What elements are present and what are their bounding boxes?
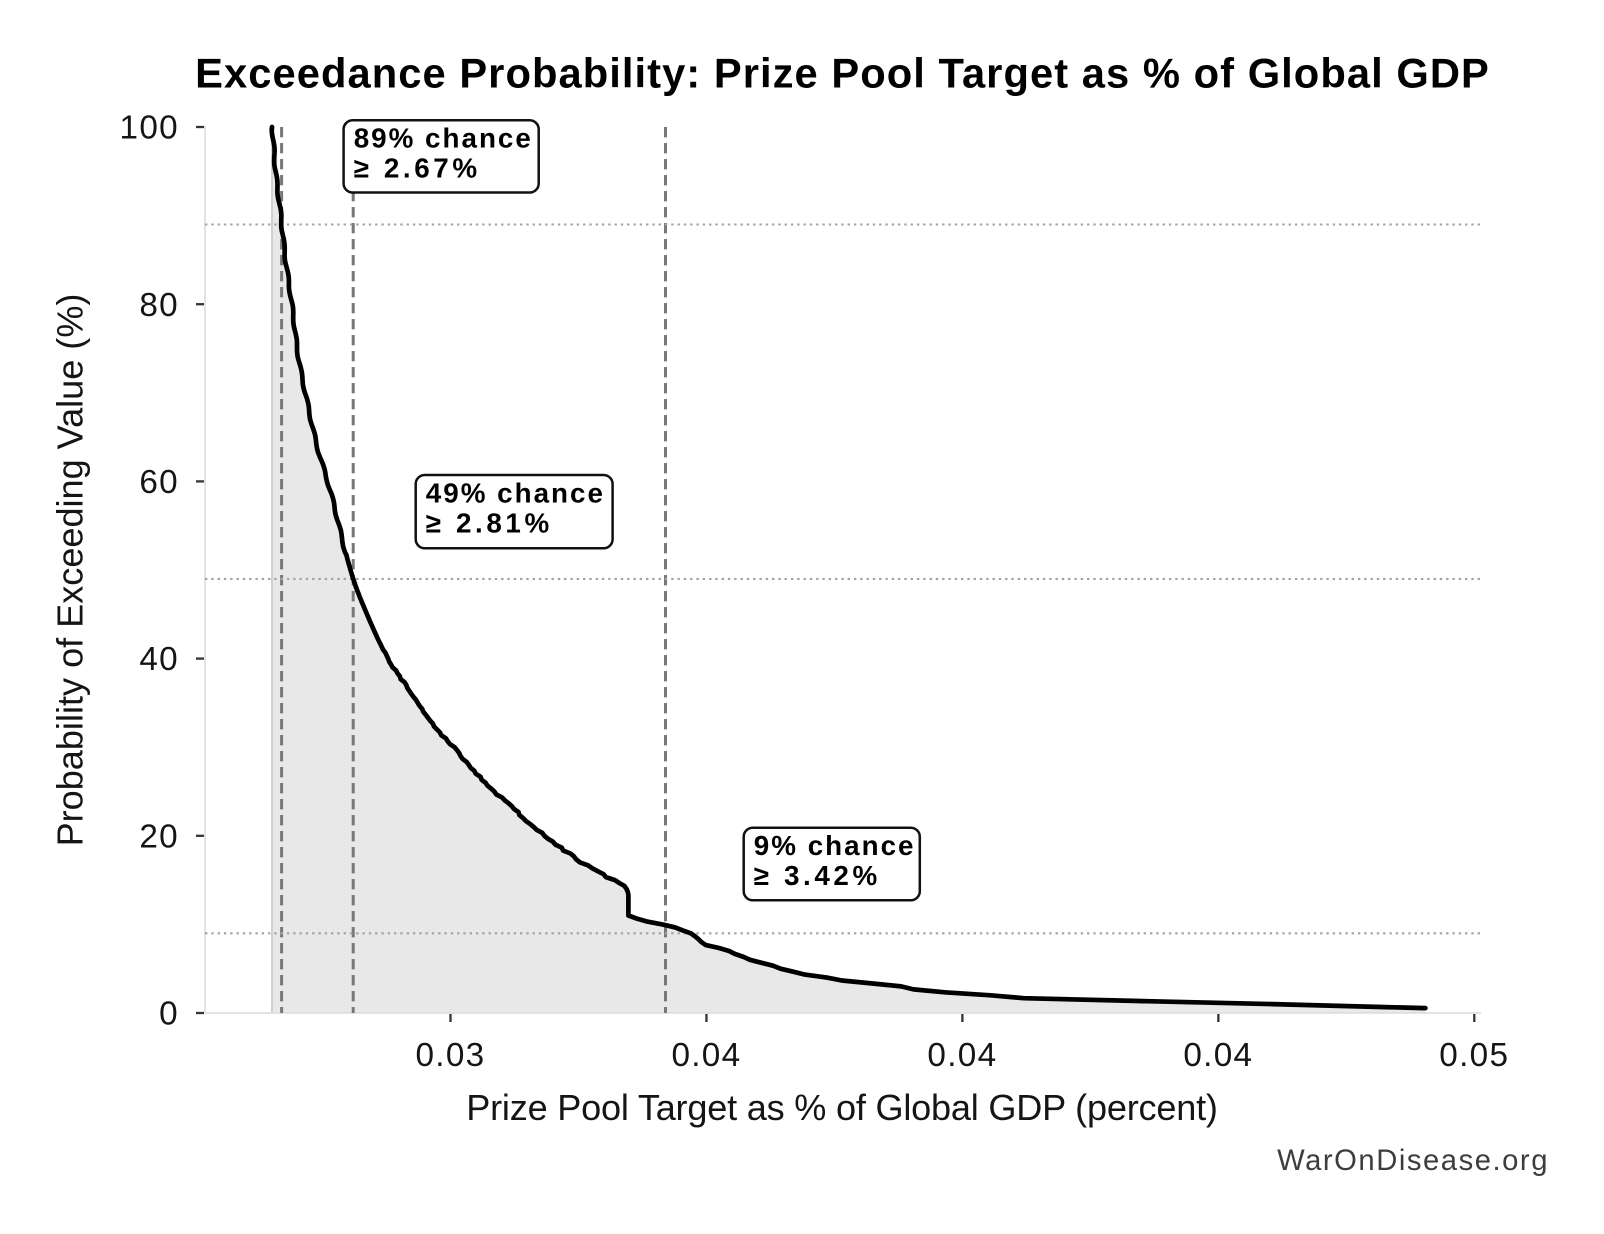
svg-text:WarOnDisease.org: WarOnDisease.org [1277,1145,1549,1177]
svg-text:40: 40 [139,641,179,678]
svg-text:49% chance: 49% chance [426,478,605,509]
svg-text:≥ 2.67%: ≥ 2.67% [354,153,481,184]
svg-text:0.04: 0.04 [1183,1037,1253,1074]
svg-text:0.04: 0.04 [927,1037,997,1074]
svg-text:100: 100 [120,110,179,147]
svg-text:Exceedance Probability: Prize: Exceedance Probability: Prize Pool Targe… [195,50,1490,97]
svg-text:0.05: 0.05 [1439,1037,1509,1074]
svg-text:80: 80 [139,287,179,324]
svg-text:0.03: 0.03 [415,1037,485,1074]
svg-text:Probability of Exceeding Value: Probability of Exceeding Value (%) [50,294,91,847]
svg-text:20: 20 [139,818,179,855]
svg-text:89% chance: 89% chance [354,123,533,154]
svg-text:0.04: 0.04 [671,1037,741,1074]
svg-text:9% chance: 9% chance [754,830,916,861]
svg-text:60: 60 [139,464,179,501]
svg-text:≥ 2.81%: ≥ 2.81% [426,508,553,539]
svg-text:0: 0 [159,996,179,1033]
svg-text:≥ 3.42%: ≥ 3.42% [754,860,881,891]
svg-text:Prize Pool Target as % of Glob: Prize Pool Target as % of Global GDP (pe… [466,1087,1217,1128]
